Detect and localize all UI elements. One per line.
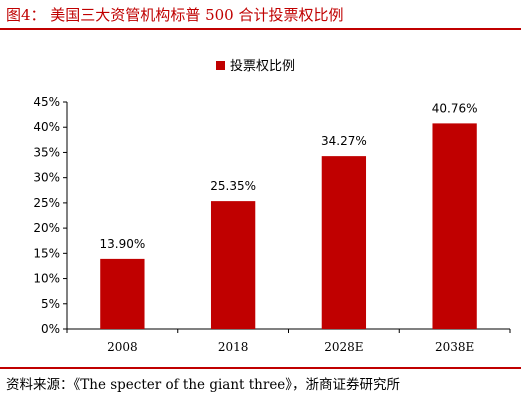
- legend-swatch: [216, 61, 225, 70]
- title-divider: [0, 28, 521, 30]
- bar: [321, 156, 367, 329]
- data-label: 34.27%: [321, 134, 367, 148]
- y-tick-label: 35%: [33, 145, 60, 159]
- y-tick-label: 30%: [33, 171, 60, 185]
- bar: [210, 201, 256, 329]
- figure-title: 图4： 美国三大资管机构标普 500 合计投票权比例: [6, 6, 344, 24]
- bar-series: [100, 123, 477, 329]
- y-tick-label: 0%: [41, 322, 60, 336]
- y-tick-label: 40%: [33, 120, 60, 134]
- x-tick-label: 2018: [218, 340, 249, 354]
- data-label: 25.35%: [210, 179, 256, 193]
- y-tick-label: 10%: [33, 272, 60, 286]
- x-tick-label: 2038E: [435, 340, 474, 354]
- bar-chart: 投票权比例 0%5%10%15%20%25%30%35%40%45% 2008 2…: [33, 58, 511, 354]
- y-axis: 0% 5% 10% 15% 20% 25% 30% 35% 40% 45%: [33, 95, 68, 336]
- x-tick-label: 2008: [107, 340, 138, 354]
- x-axis: 2008 2018 2028E 2038E: [66, 328, 511, 354]
- data-label: 40.76%: [432, 101, 478, 115]
- y-tick-label: 5%: [41, 297, 60, 311]
- y-tick-label: 45%: [33, 95, 60, 109]
- data-labels: 13.90% 25.35% 34.27% 40.76%: [99, 101, 477, 250]
- bar: [100, 258, 145, 329]
- bar: [432, 123, 477, 329]
- data-label: 13.90%: [99, 237, 145, 251]
- y-tick-label: 25%: [33, 196, 60, 210]
- x-tick-label: 2028E: [324, 340, 363, 354]
- legend-label: 投票权比例: [230, 58, 295, 74]
- legend: 投票权比例: [216, 58, 295, 74]
- y-tick-label: 15%: [33, 246, 60, 260]
- y-tick-label: 20%: [33, 221, 60, 235]
- footer-divider: [0, 367, 521, 369]
- source-note: 资料来源：《The specter of the giant three》，浙商…: [6, 377, 401, 393]
